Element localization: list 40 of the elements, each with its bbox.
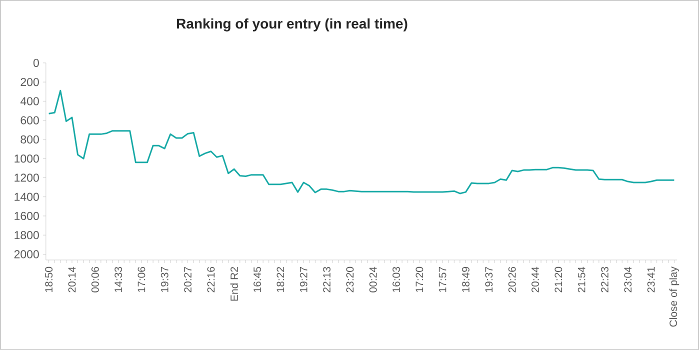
x-tick-label: 17:57 (438, 267, 446, 292)
x-tick-label: 18:22 (276, 267, 284, 292)
x-tick-label: 21:20 (554, 266, 562, 292)
x-tick-label: 16:03 (392, 267, 400, 292)
y-tick-label: 1400 (14, 192, 39, 201)
y-tick-label: 1000 (14, 154, 39, 163)
x-tick-label: 14:33 (114, 267, 122, 292)
x-tick-label: Close of play (669, 266, 680, 327)
x-tick-label: 18:50 (45, 266, 53, 292)
x-tick-label: 23:41 (647, 267, 655, 292)
x-tick-label: 19:37 (160, 267, 168, 292)
y-tick-label: 800 (20, 135, 39, 144)
y-tick-label: 1600 (14, 212, 39, 220)
x-tick-label: 20:27 (184, 267, 192, 292)
x-tick-label: 16:45 (254, 267, 261, 292)
y-tick-label: 1200 (14, 174, 39, 182)
x-tick-label: 19:37 (485, 267, 493, 292)
y-tick-label: 2000 (14, 250, 39, 258)
x-tick-label: 17:20 (416, 266, 424, 292)
x-tick-label: 22:23 (601, 267, 608, 292)
y-tick-label: 400 (20, 97, 39, 106)
chart-title: Ranking of your entry (in real time) (176, 18, 408, 32)
x-tick-label: 17:06 (138, 267, 146, 292)
x-tick-label: 00:24 (369, 266, 377, 292)
x-tick-label: 20:26 (508, 267, 516, 292)
x-tick-label: 19:27 (300, 267, 308, 292)
x-tick-label: 21:54 (578, 266, 586, 292)
x-tick-label: End R2 (230, 267, 238, 301)
x-tick-label: 23:04 (624, 266, 632, 292)
x-tick-label: 18:49 (462, 267, 470, 292)
y-tick-label: 600 (20, 116, 39, 124)
x-tick-label: 20:44 (532, 266, 539, 292)
x-tick-label: 22:13 (323, 267, 330, 292)
x-tick-label: 22:16 (207, 267, 215, 292)
y-tick-label: 0 (33, 58, 39, 68)
y-tick-label: 200 (20, 78, 39, 86)
y-tick-label: 1800 (14, 231, 39, 240)
x-tick-label: 23:20 (346, 266, 354, 292)
x-tick-label: 00:06 (91, 267, 99, 292)
x-tick-label: 20:14 (68, 266, 76, 292)
